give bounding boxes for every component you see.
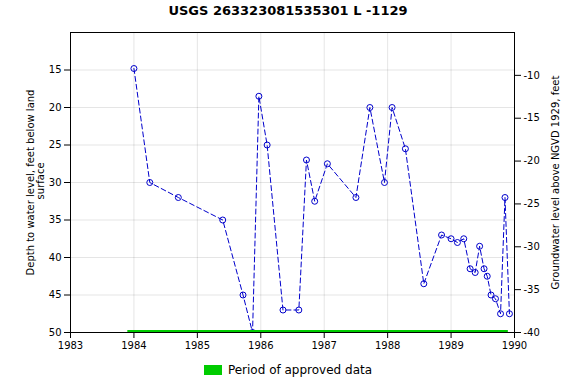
svg-text:-15: -15 xyxy=(524,112,540,123)
svg-text:-20: -20 xyxy=(524,155,540,166)
svg-text:1989: 1989 xyxy=(438,340,463,351)
svg-text:1988: 1988 xyxy=(375,340,400,351)
svg-text:1985: 1985 xyxy=(185,340,210,351)
svg-text:35: 35 xyxy=(49,214,62,225)
html-text:USGS 263323081535301 L -1129: USGS 263323081535301 L -1129 xyxy=(168,3,408,18)
svg-text:1990: 1990 xyxy=(502,340,527,351)
svg-text:20: 20 xyxy=(49,102,62,113)
svg-text:Groundwater level above NGVD 1: Groundwater level above NGVD 1929, feet xyxy=(550,76,561,290)
svg-text:-25: -25 xyxy=(524,198,540,209)
svg-text:1984: 1984 xyxy=(121,340,146,351)
svg-text:-10: -10 xyxy=(524,70,540,81)
svg-text:25: 25 xyxy=(49,139,62,150)
svg-text:1983: 1983 xyxy=(58,340,83,351)
svg-text:Depth to water level, feet bel: Depth to water level, feet below land su… xyxy=(25,90,46,276)
svg-text:45: 45 xyxy=(49,289,62,300)
svg-text:50: 50 xyxy=(49,327,62,338)
svg-text:15: 15 xyxy=(49,64,62,75)
svg-text:1986: 1986 xyxy=(248,340,273,351)
svg-text:-30: -30 xyxy=(524,241,540,252)
svg-text:-35: -35 xyxy=(524,284,540,295)
svg-text:1987: 1987 xyxy=(311,340,336,351)
svg-text:40: 40 xyxy=(49,252,62,263)
svg-text:30: 30 xyxy=(49,177,62,188)
html-text:Period of approved data: Period of approved data xyxy=(227,363,373,377)
svg-text:-40: -40 xyxy=(524,327,540,338)
